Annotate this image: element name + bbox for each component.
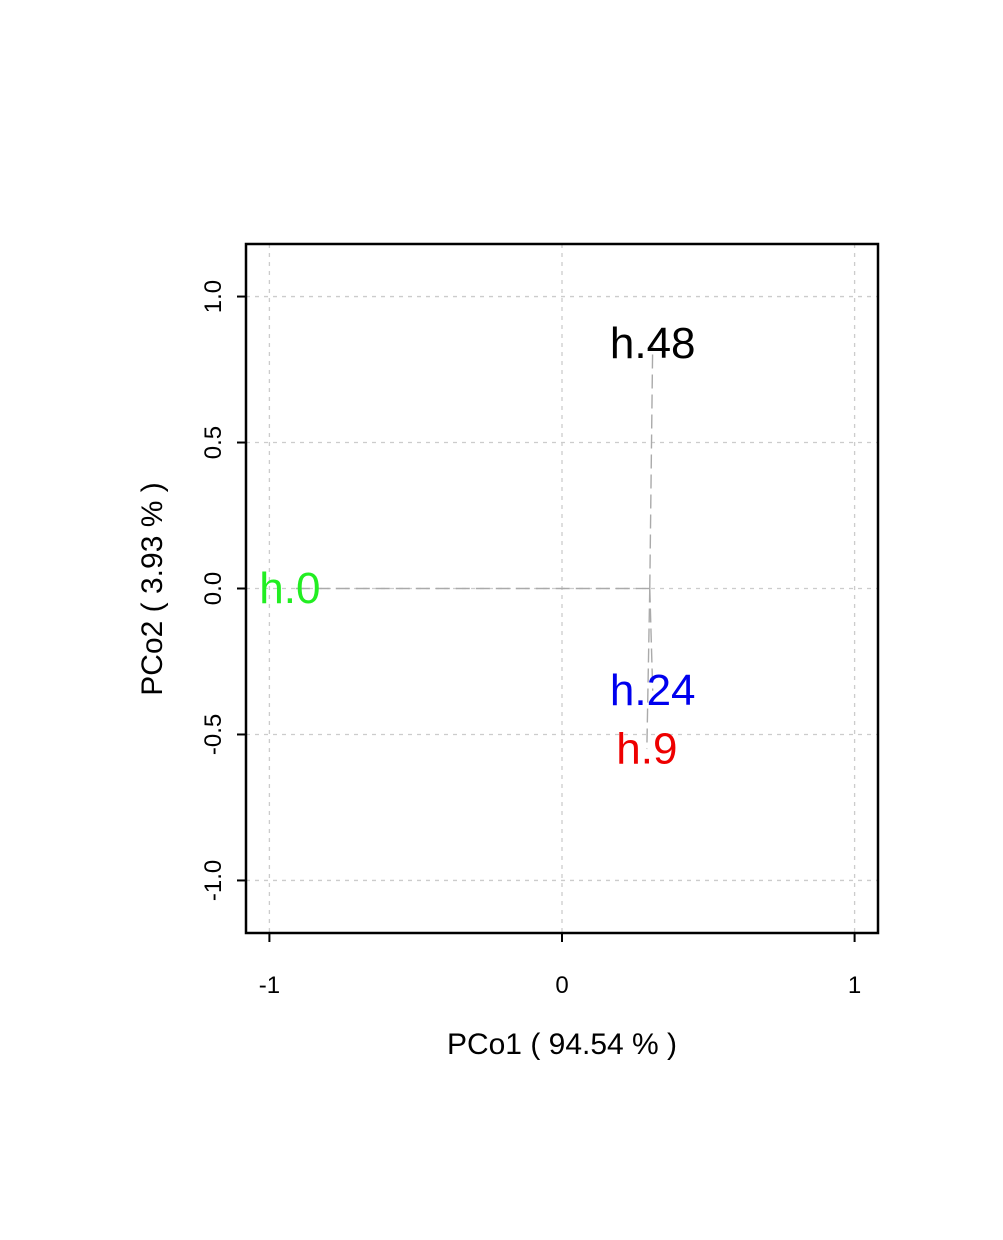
spoke-2 xyxy=(649,588,654,691)
x-tick-label-0: -1 xyxy=(259,972,280,999)
spoke-1 xyxy=(649,343,654,589)
point-labels: h.0 h.48 h.24 h.9 xyxy=(259,319,695,774)
point-label-0: h.0 xyxy=(259,564,320,613)
y-tick-label-2: 0.0 xyxy=(200,572,227,605)
point-label-3: h.9 xyxy=(616,725,677,774)
point-label-1: h.48 xyxy=(610,319,696,368)
y-tick-label-1: -0.5 xyxy=(200,714,227,755)
x-tick-label-2: 1 xyxy=(848,972,861,999)
point-label-2: h.24 xyxy=(610,666,696,715)
x-axis: -1 0 1 xyxy=(259,932,861,999)
y-axis-title: PCo2 ( 3.93 % ) xyxy=(136,482,169,695)
centroid-spokes xyxy=(289,343,654,750)
y-axis: -1.0 -0.5 0.0 0.5 1.0 xyxy=(200,280,247,901)
y-tick-label-3: 0.5 xyxy=(200,426,227,459)
spoke-3 xyxy=(646,588,651,750)
x-axis-title: PCo1 ( 94.54 % ) xyxy=(447,1028,677,1061)
y-tick-label-4: 1.0 xyxy=(200,280,227,313)
x-tick-label-1: 0 xyxy=(555,972,568,999)
y-tick-label-0: -1.0 xyxy=(200,860,227,901)
